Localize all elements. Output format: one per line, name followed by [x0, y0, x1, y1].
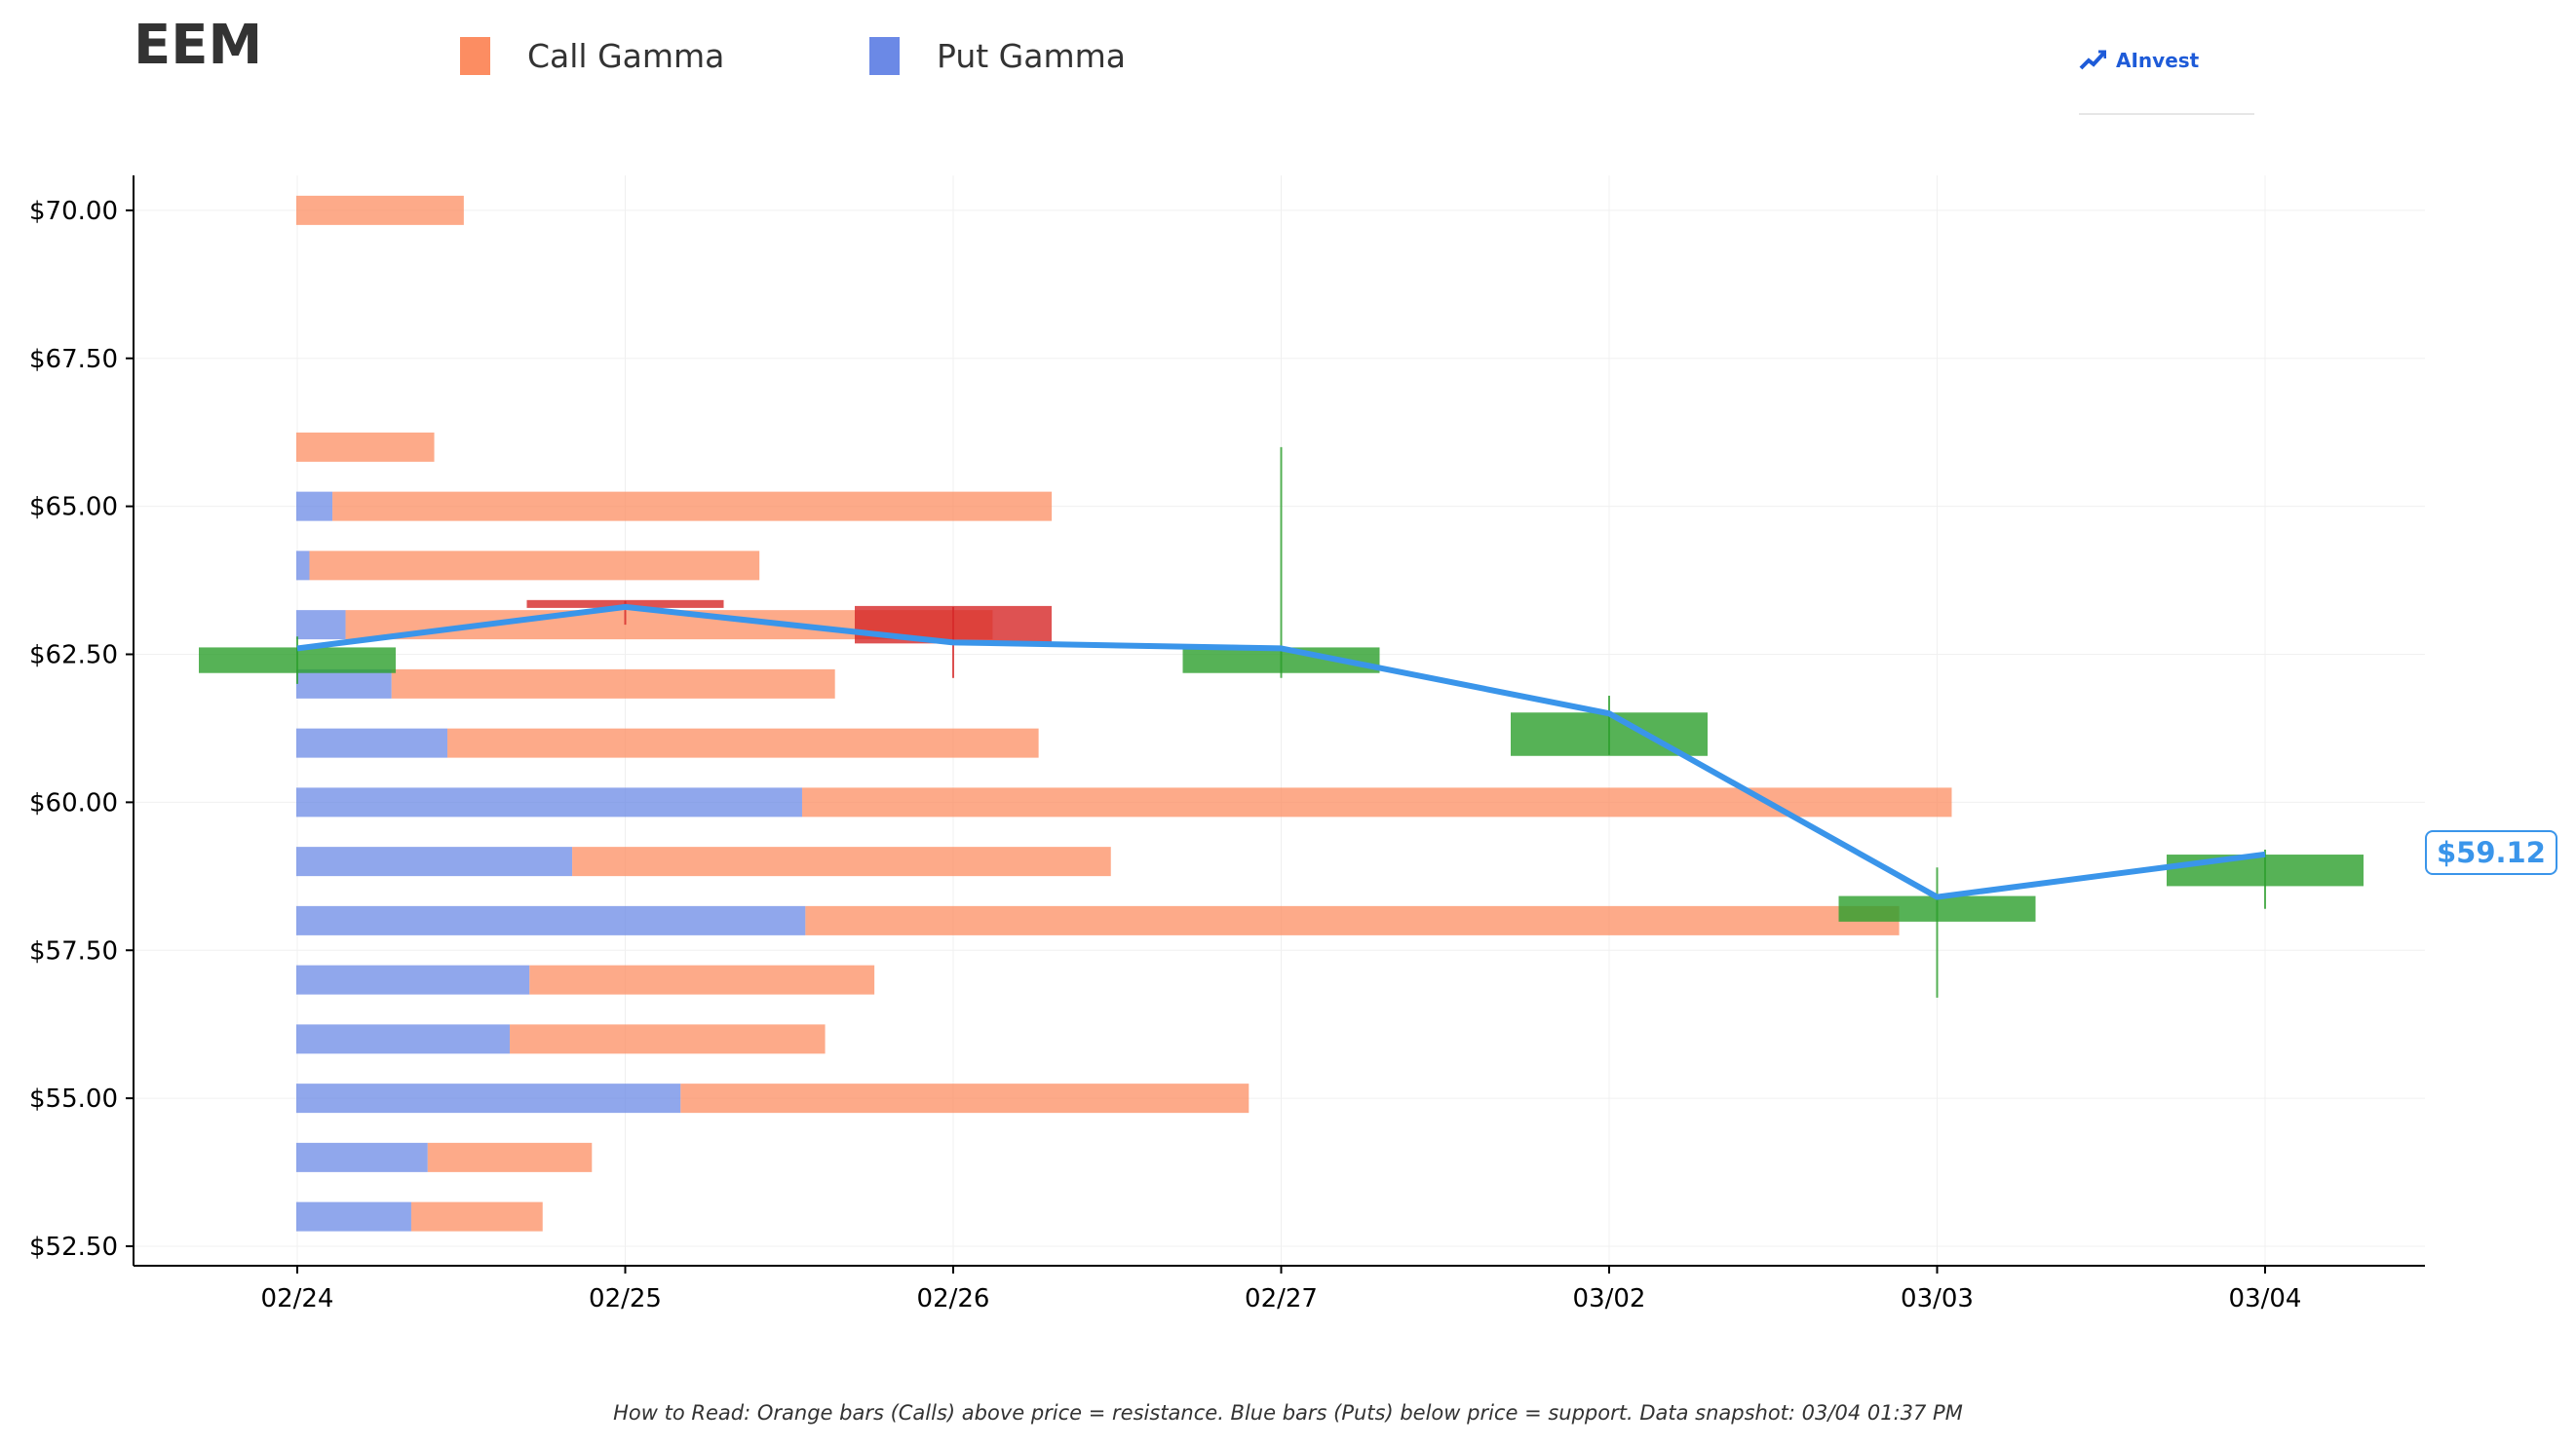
- put-gamma-bar: [296, 610, 346, 640]
- call-gamma-bar: [296, 432, 435, 462]
- ticker-title: EEM: [134, 14, 263, 77]
- put-gamma-bar: [296, 551, 310, 581]
- put-gamma-bar: [296, 728, 448, 758]
- call-gamma-bar: [296, 195, 464, 225]
- x-tick-label: 03/02: [1573, 1284, 1646, 1313]
- put-gamma-bar: [296, 1142, 428, 1172]
- call-gamma-bar: [391, 668, 835, 699]
- legend-call-label: Call Gamma: [527, 37, 725, 75]
- x-tick-label: 03/03: [1901, 1284, 1974, 1313]
- brand-logo: AInvest: [2079, 49, 2254, 115]
- y-tick-label: $67.50: [29, 345, 118, 374]
- call-gamma-bar: [510, 1024, 826, 1054]
- x-tick-label: 02/26: [917, 1284, 990, 1313]
- legend-put-gamma: Put Gamma: [869, 37, 1126, 75]
- put-gamma-bar: [296, 668, 392, 699]
- put-gamma-bar: [296, 965, 530, 995]
- put-gamma-bar: [296, 787, 802, 818]
- x-tick-label: 02/24: [261, 1284, 334, 1313]
- y-tick-label: $60.00: [29, 788, 118, 818]
- x-tick-label: 02/27: [1245, 1284, 1318, 1313]
- call-gamma-bar: [805, 905, 1900, 935]
- last-price-label: $59.12: [2425, 830, 2557, 875]
- y-tick-label: $65.00: [29, 493, 118, 522]
- call-gamma-bar: [801, 787, 1952, 818]
- candle-body: [199, 647, 396, 673]
- call-gamma-bar: [447, 728, 1039, 758]
- put-gamma-swatch: [869, 37, 900, 75]
- y-tick-label: $52.50: [29, 1233, 118, 1262]
- y-tick-label: $70.00: [29, 197, 118, 226]
- x-tick-label: 02/25: [589, 1284, 662, 1313]
- y-tick-label: $57.50: [29, 936, 118, 966]
- put-gamma-bar: [296, 847, 573, 877]
- brand-name: AInvest: [2116, 49, 2200, 72]
- put-gamma-bar: [296, 491, 333, 521]
- put-gamma-bar: [296, 1201, 411, 1232]
- put-gamma-bar: [296, 905, 806, 935]
- call-gamma-bar: [410, 1201, 543, 1232]
- legend-call-gamma: Call Gamma: [460, 37, 724, 75]
- y-tick-label: $55.00: [29, 1084, 118, 1114]
- call-gamma-bar: [572, 847, 1111, 877]
- brand-chart-icon: [2079, 50, 2106, 70]
- call-gamma-bar: [427, 1142, 593, 1172]
- call-gamma-bar: [529, 965, 875, 995]
- put-gamma-bar: [296, 1024, 511, 1054]
- call-gamma-bar: [309, 551, 760, 581]
- price-line: [296, 603, 2266, 900]
- candle-body: [1838, 895, 2036, 922]
- call-gamma-swatch: [460, 37, 490, 75]
- call-gamma-bar: [332, 491, 1053, 521]
- legend-put-label: Put Gamma: [937, 37, 1126, 75]
- put-gamma-bar: [296, 1084, 681, 1114]
- y-tick-label: $62.50: [29, 641, 118, 670]
- footnote: How to Read: Orange bars (Calls) above p…: [613, 1401, 1963, 1425]
- candle-body: [2167, 855, 2364, 887]
- call-gamma-bar: [680, 1084, 1250, 1114]
- x-tick-label: 03/04: [2229, 1284, 2302, 1313]
